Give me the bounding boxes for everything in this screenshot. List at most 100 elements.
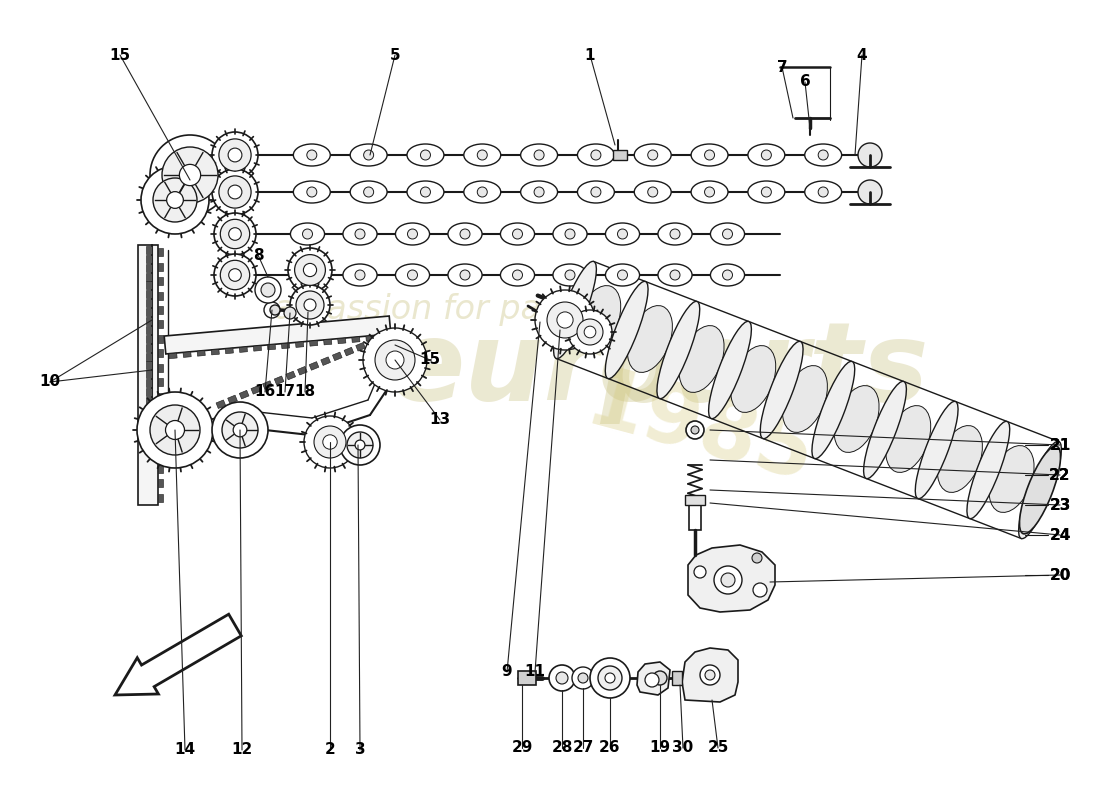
Text: 30: 30 [672, 741, 694, 755]
Text: 24: 24 [1049, 527, 1070, 542]
Polygon shape [240, 390, 249, 399]
Polygon shape [211, 350, 219, 355]
Bar [689, 498, 701, 530]
Text: 21: 21 [1049, 438, 1070, 453]
Bar [146, 326, 152, 334]
Text: 22: 22 [1049, 467, 1070, 482]
Circle shape [375, 340, 415, 380]
Circle shape [322, 434, 338, 450]
Ellipse shape [448, 264, 482, 286]
Circle shape [617, 270, 627, 280]
Circle shape [653, 671, 667, 685]
Ellipse shape [578, 181, 615, 203]
Ellipse shape [834, 386, 879, 453]
Text: 15: 15 [109, 47, 131, 62]
Circle shape [386, 351, 404, 369]
Text: 8: 8 [253, 247, 263, 262]
Circle shape [304, 416, 356, 468]
Circle shape [691, 426, 698, 434]
Text: 28: 28 [551, 741, 573, 755]
Bar [146, 362, 152, 370]
Ellipse shape [748, 181, 784, 203]
Circle shape [302, 270, 312, 280]
Circle shape [179, 164, 200, 186]
Circle shape [255, 277, 280, 303]
Circle shape [264, 302, 280, 318]
Text: 10: 10 [40, 374, 60, 390]
Circle shape [162, 147, 218, 203]
Circle shape [670, 270, 680, 280]
Circle shape [314, 426, 346, 458]
Ellipse shape [1020, 446, 1060, 534]
Circle shape [858, 143, 882, 167]
Circle shape [723, 229, 733, 239]
Ellipse shape [520, 181, 558, 203]
Ellipse shape [294, 144, 330, 166]
Ellipse shape [782, 366, 827, 433]
Circle shape [220, 260, 250, 290]
Ellipse shape [937, 426, 982, 493]
Polygon shape [158, 335, 163, 343]
Circle shape [565, 229, 575, 239]
Ellipse shape [635, 144, 671, 166]
Circle shape [212, 132, 258, 178]
Polygon shape [197, 350, 206, 356]
Polygon shape [138, 245, 158, 505]
Circle shape [288, 248, 332, 292]
Ellipse shape [553, 223, 587, 245]
Ellipse shape [805, 144, 842, 166]
Text: euro: euro [390, 317, 675, 423]
Ellipse shape [605, 282, 648, 378]
Circle shape [295, 254, 326, 286]
Polygon shape [183, 352, 191, 358]
Ellipse shape [886, 406, 931, 473]
Polygon shape [228, 395, 238, 404]
Text: 16: 16 [254, 385, 276, 399]
Text: 29: 29 [512, 741, 532, 755]
Polygon shape [296, 342, 304, 347]
Circle shape [556, 672, 568, 684]
Text: 19: 19 [649, 741, 671, 755]
Polygon shape [367, 338, 377, 346]
Bar [146, 388, 152, 396]
Ellipse shape [605, 264, 639, 286]
Circle shape [228, 148, 242, 162]
Text: 15: 15 [419, 353, 441, 367]
Circle shape [761, 187, 771, 197]
Ellipse shape [407, 144, 444, 166]
Ellipse shape [448, 223, 482, 245]
Ellipse shape [553, 262, 596, 358]
Text: 12: 12 [231, 742, 253, 758]
Bar [685, 495, 705, 505]
Text: 7: 7 [777, 59, 788, 74]
Circle shape [858, 180, 882, 204]
Polygon shape [158, 248, 163, 256]
Ellipse shape [812, 362, 855, 458]
Ellipse shape [350, 181, 387, 203]
Circle shape [477, 187, 487, 197]
Circle shape [686, 421, 704, 439]
Circle shape [591, 187, 601, 197]
Polygon shape [158, 321, 163, 329]
Text: 2: 2 [324, 742, 336, 758]
Circle shape [222, 412, 258, 448]
Ellipse shape [915, 402, 958, 498]
Ellipse shape [605, 223, 639, 245]
Bar [146, 370, 152, 378]
Circle shape [648, 187, 658, 197]
Circle shape [704, 187, 715, 197]
Polygon shape [352, 337, 360, 342]
Text: 3: 3 [354, 742, 365, 758]
Circle shape [220, 219, 250, 249]
Text: a passion for parts: a passion for parts [274, 294, 585, 326]
Ellipse shape [343, 223, 377, 245]
Polygon shape [158, 378, 163, 386]
Circle shape [219, 176, 251, 208]
Ellipse shape [578, 144, 615, 166]
Polygon shape [309, 362, 319, 370]
Ellipse shape [350, 144, 387, 166]
Circle shape [420, 187, 430, 197]
Polygon shape [267, 344, 276, 350]
Circle shape [407, 270, 418, 280]
Ellipse shape [967, 422, 1010, 518]
